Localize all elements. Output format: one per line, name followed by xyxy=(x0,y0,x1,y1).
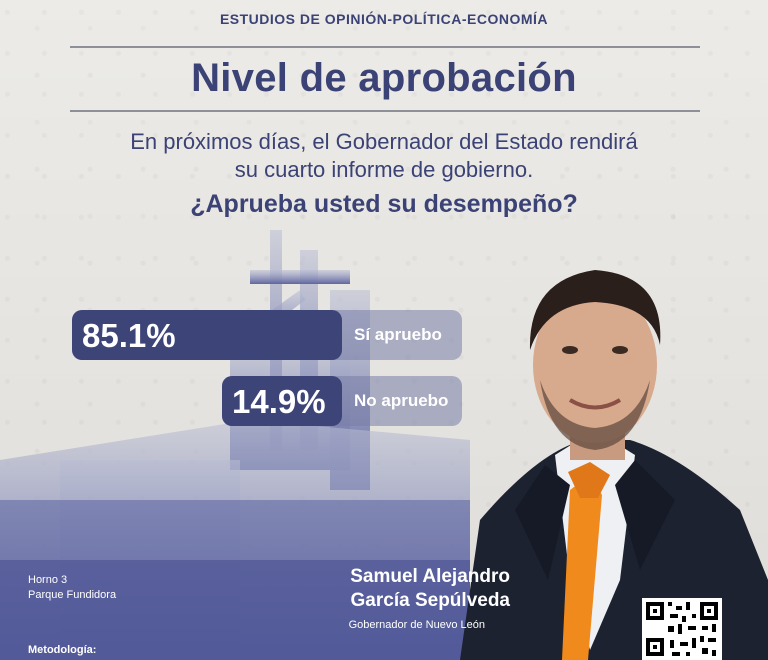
brand-tagline: ESTUDIOS DE OPINIÓN-POLÍTICA-ECONOMÍA xyxy=(219,11,549,27)
result-label-disapprove: No apruebo xyxy=(354,391,449,410)
person-name-line-2: García Sepúlveda xyxy=(350,590,510,611)
subtitle: En próximos días, el Gobernador del Esta… xyxy=(0,128,768,184)
subtitle-line-2: su cuarto informe de gobierno. xyxy=(234,157,534,182)
methodology-label: Metodología: xyxy=(28,644,97,656)
qr-code-icon[interactable] xyxy=(642,598,722,660)
result-bar-approve: 85.1% Sí apruebo xyxy=(72,310,462,360)
person-role: Gobernador de Nuevo León xyxy=(348,619,485,631)
subtitle-line-1: En próximos días, el Gobernador del Esta… xyxy=(130,129,638,154)
divider-top xyxy=(70,46,700,48)
result-bar-disapprove: 14.9% No apruebo xyxy=(222,376,462,426)
result-label-approve: Sí apruebo xyxy=(354,325,442,344)
result-percent-approve: 85.1% xyxy=(82,317,176,354)
governor-portrait xyxy=(460,270,768,660)
photo-caption: Horno 3 Parque Fundidora xyxy=(28,573,116,603)
photo-caption-line-2: Parque Fundidora xyxy=(28,589,117,601)
result-bar-fill-disapprove xyxy=(222,376,342,426)
page-title: Nivel de aprobación xyxy=(191,56,577,100)
person-name: Samuel Alejandro García Sepúlveda xyxy=(290,565,510,613)
divider-bottom xyxy=(70,110,700,112)
result-bar-fill-approve xyxy=(72,310,342,360)
person-name-line-1: Samuel Alejandro xyxy=(350,566,510,587)
survey-question: ¿Aprueba usted su desempeño? xyxy=(190,190,578,218)
result-percent-disapprove: 14.9% xyxy=(232,383,326,420)
photo-caption-line-1: Horno 3 xyxy=(28,574,68,586)
